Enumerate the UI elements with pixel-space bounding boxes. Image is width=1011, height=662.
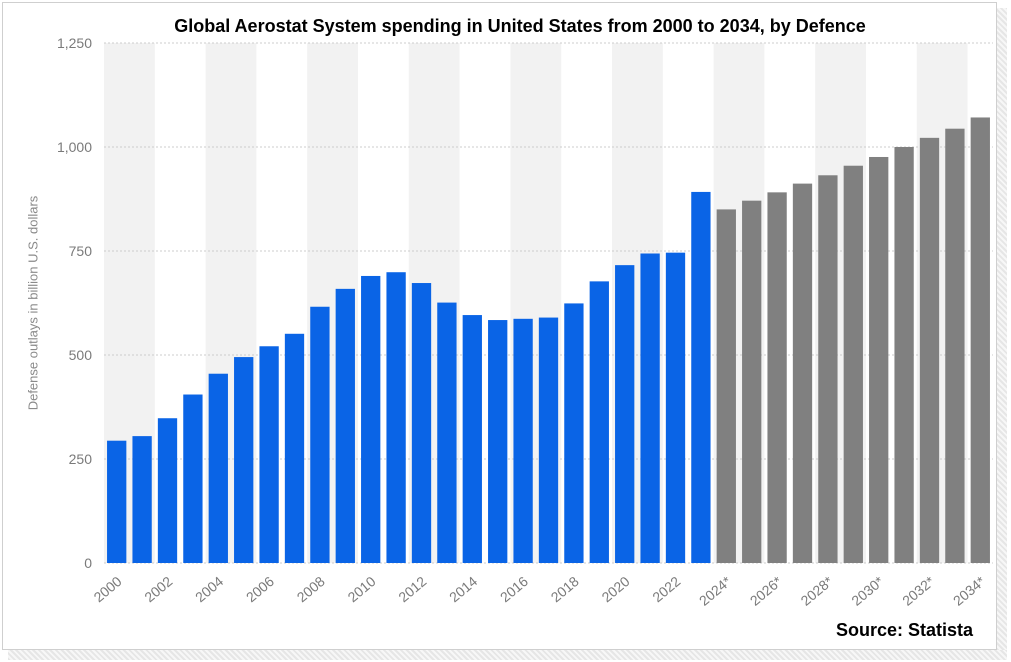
bar-2029-forecast — [843, 165, 863, 563]
frame-shadow-right — [997, 8, 1007, 656]
x-tick-label: 2018 — [548, 573, 582, 605]
y-tick-label: 1,000 — [57, 139, 92, 155]
bars — [107, 117, 990, 564]
bar-2014 — [462, 315, 482, 563]
x-tick-label: 2026* — [747, 573, 786, 609]
bar-2023 — [691, 191, 711, 564]
x-tick-label: 2020 — [598, 573, 632, 605]
x-tick-label: 2004 — [192, 573, 226, 605]
bar-2022 — [665, 252, 686, 563]
bar-2007 — [284, 333, 305, 563]
x-tick-label: 2002 — [141, 573, 175, 605]
bar-2000 — [107, 440, 127, 563]
x-tick-label: 2012 — [395, 573, 429, 605]
bar-2015 — [488, 320, 508, 563]
bar-2006 — [259, 346, 279, 563]
bar-2028-forecast — [818, 175, 838, 563]
bar-2013 — [437, 302, 457, 563]
y-tick-label: 500 — [69, 347, 93, 363]
bar-2032-forecast — [919, 137, 940, 563]
bar-2001 — [132, 436, 152, 563]
source-label: Source: Statista — [835, 620, 973, 640]
bar-2020 — [615, 265, 635, 563]
bar-2004 — [208, 373, 228, 563]
bar-2012 — [411, 283, 432, 563]
frame-shadow-bottom — [8, 650, 1007, 660]
bar-2030-forecast — [869, 156, 889, 563]
background-bands — [104, 43, 968, 563]
bar-2005 — [234, 357, 254, 563]
bar-2017 — [538, 317, 559, 563]
bar-2003 — [183, 394, 203, 563]
x-tick-label: 2032* — [899, 573, 938, 609]
bar-2026-forecast — [767, 192, 787, 563]
x-tick-label: 2022 — [649, 573, 683, 605]
x-tick-label: 2006 — [243, 573, 277, 605]
bar-2019 — [589, 281, 609, 563]
y-tick-label: 750 — [69, 243, 93, 259]
y-tick-label: 0 — [84, 555, 92, 571]
bar-2002 — [157, 418, 178, 563]
x-axis-ticks: 2000 2002 2004 2006 2008 2010 2012 2014 2016 2018… — [90, 573, 988, 609]
bar-2034-forecast — [970, 117, 990, 564]
bar-2009 — [335, 288, 355, 563]
bar-2008 — [310, 306, 330, 563]
x-tick-label: 2014 — [446, 573, 480, 605]
bar-2024-forecast — [716, 209, 736, 563]
y-axis-ticks: 0 250 500 750 1,000 1,250 — [57, 35, 92, 571]
bar-2025-forecast — [742, 200, 762, 563]
bar-2027-forecast — [792, 183, 813, 563]
bar-2018 — [564, 303, 584, 563]
y-tick-label: 1,250 — [57, 35, 92, 51]
x-tick-label: 2024* — [696, 573, 735, 609]
x-tick-label: 2030* — [848, 573, 887, 609]
bar-2011 — [386, 272, 406, 563]
x-tick-label: 2028* — [798, 573, 837, 609]
x-tick-label: 2016 — [497, 573, 531, 605]
x-tick-label: 2034* — [950, 573, 989, 609]
bar-2021 — [640, 253, 660, 563]
bar-2010 — [361, 275, 381, 563]
x-tick-label: 2010 — [344, 573, 378, 605]
y-tick-label: 250 — [69, 451, 93, 467]
chart-title: Global Aerostat System spending in Unite… — [174, 16, 866, 36]
x-tick-label: 2000 — [90, 573, 124, 605]
bar-2033-forecast — [945, 128, 965, 564]
x-tick-label: 2008 — [294, 573, 328, 605]
bar-2016 — [513, 318, 533, 563]
bar-2031-forecast — [894, 147, 914, 563]
